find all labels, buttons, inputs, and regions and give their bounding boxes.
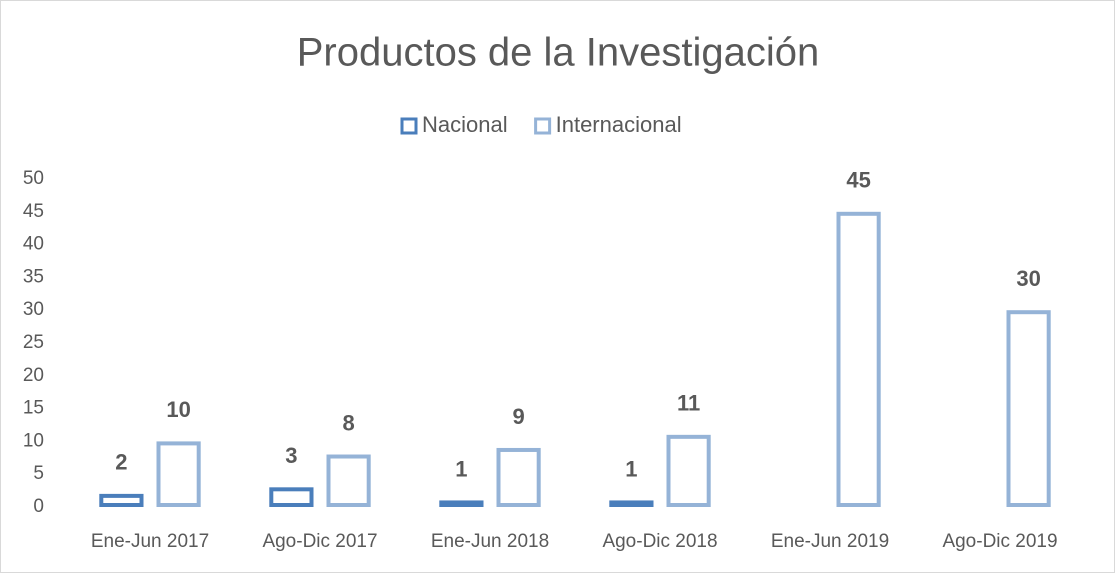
- data-label: 3: [285, 443, 297, 468]
- bar: [269, 487, 314, 508]
- data-label: 1: [455, 456, 467, 481]
- data-label: 9: [512, 404, 524, 429]
- data-label: 11: [677, 391, 700, 416]
- y-tick-label: 20: [23, 365, 44, 386]
- x-tick-label: Ene-Jun 2018: [431, 531, 549, 552]
- bar: [609, 500, 654, 508]
- data-label: 1: [625, 456, 637, 481]
- y-tick-label: 15: [23, 398, 44, 419]
- x-tick-label: Ene-Jun 2019: [771, 531, 889, 552]
- bar: [496, 447, 541, 507]
- bar: [326, 454, 371, 507]
- data-label: 30: [1016, 266, 1040, 291]
- y-tick-label: 25: [23, 332, 44, 353]
- legend-label: Nacional: [422, 112, 508, 137]
- data-label: 10: [166, 397, 190, 422]
- y-tick-label: 40: [23, 234, 44, 255]
- x-tick-label: Ago-Dic 2017: [262, 531, 377, 552]
- data-label: 45: [846, 168, 870, 193]
- data-label: 8: [342, 410, 354, 435]
- bar: [99, 493, 144, 508]
- y-tick-label: 10: [23, 430, 44, 451]
- y-tick-label: 0: [33, 496, 44, 517]
- bar: [1006, 310, 1051, 508]
- y-tick-label: 30: [23, 299, 44, 320]
- y-tick-label: 45: [23, 201, 44, 222]
- bar: [156, 441, 201, 507]
- legend-swatch: [400, 117, 418, 135]
- y-tick-label: 35: [23, 266, 44, 287]
- x-tick-label: Ago-Dic 2018: [602, 531, 717, 552]
- data-label: 2: [115, 450, 127, 475]
- legend-label: Internacional: [556, 112, 682, 137]
- x-tick-label: Ago-Dic 2019: [942, 531, 1057, 552]
- legend-swatch: [534, 117, 552, 135]
- bar: [439, 500, 484, 508]
- bar: [666, 434, 711, 507]
- bar: [836, 211, 881, 508]
- y-tick-label: 5: [33, 463, 44, 484]
- x-tick-label: Ene-Jun 2017: [91, 531, 209, 552]
- y-tick-label: 50: [23, 168, 44, 189]
- chart-title: Productos de la Investigación: [297, 31, 820, 75]
